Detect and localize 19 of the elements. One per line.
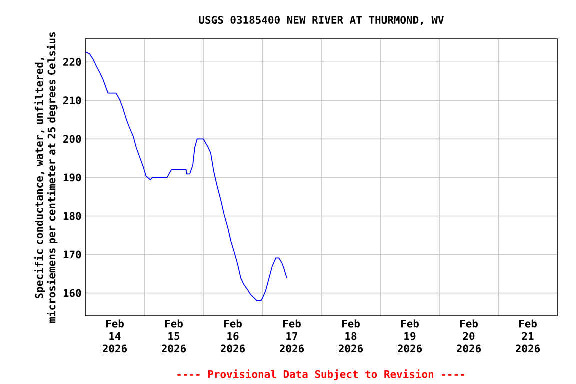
chart-title: USGS 03185400 NEW RIVER AT THURMOND, WV	[199, 16, 444, 26]
line-series	[86, 52, 288, 302]
y-tick-label: 220	[64, 58, 82, 66]
y-tick-label: 200	[64, 135, 82, 144]
x-tick-label: Feb 18 2026	[339, 320, 364, 353]
y-tick-label: 210	[64, 96, 82, 105]
y-tick-label: 190	[64, 174, 82, 182]
x-tick-label: Feb 20 2026	[457, 320, 482, 353]
y-tick-label: 160	[64, 289, 82, 298]
x-tick-label: Feb 17 2026	[280, 320, 304, 353]
y-axis-title: Specific conductance, water, unfiltered, microsiemens per centimeter at 25 degrees Celsius	[34, 32, 58, 323]
x-tick-label: Feb 14 2026	[103, 320, 128, 353]
y-tick-label: 180	[64, 212, 82, 220]
x-tick-label: Feb 19 2026	[398, 320, 422, 353]
x-tick-label: Feb 21 2026	[516, 320, 540, 353]
text: ---- Provisional Data Subject to Revision ----	[178, 370, 464, 380]
x-tick-label: Feb 16 2026	[221, 320, 246, 353]
y-tick-label: 170	[64, 250, 82, 259]
x-tick-label: Feb 15 2026	[162, 320, 186, 353]
